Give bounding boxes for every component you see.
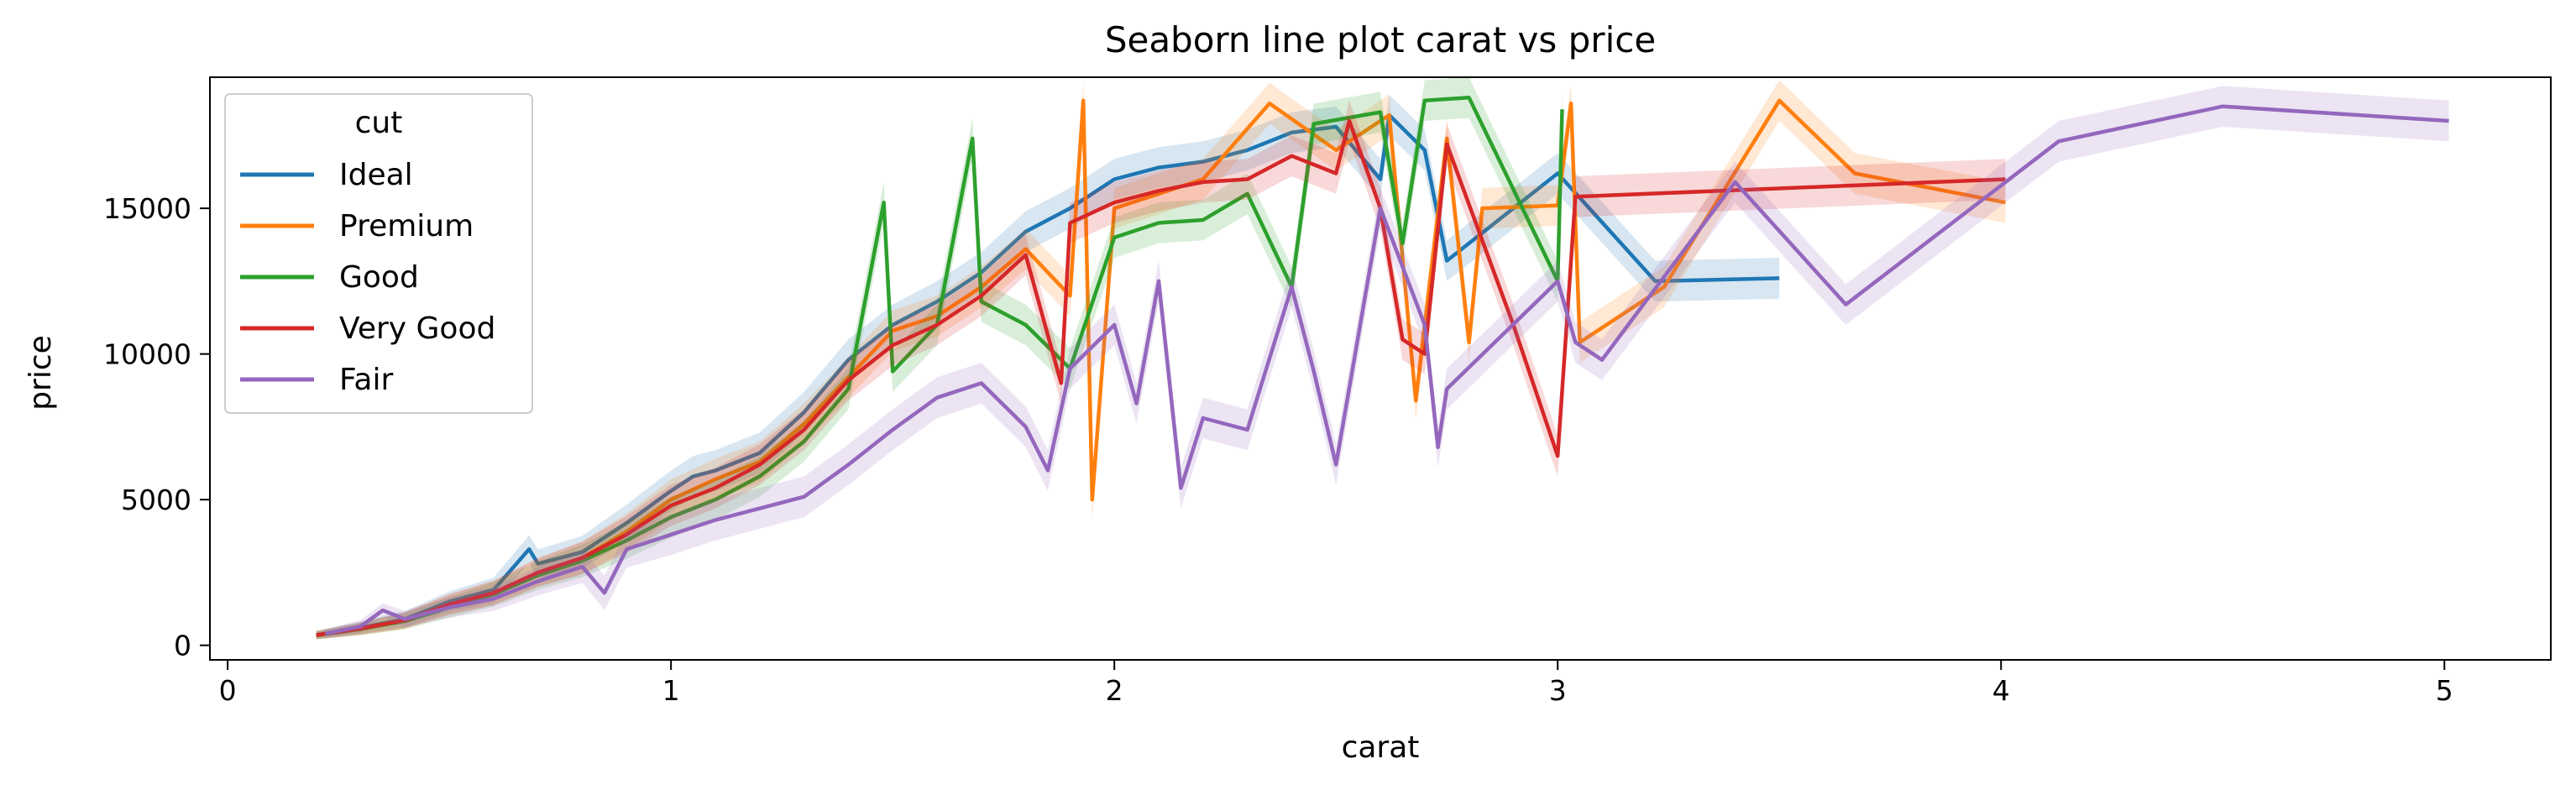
y-tick-label: 0 bbox=[174, 630, 191, 662]
y-tick-label: 15000 bbox=[103, 192, 191, 225]
y-axis: 0 5000 10000 15000 bbox=[103, 192, 210, 662]
series-line-good bbox=[316, 96, 1564, 638]
chart-title: Seaborn line plot carat vs price bbox=[1105, 19, 1656, 60]
confidence-band-good bbox=[316, 77, 1563, 640]
legend-label-premium: Premium bbox=[339, 209, 474, 243]
x-tick-label: 0 bbox=[219, 674, 237, 707]
legend-label-good: Good bbox=[339, 260, 419, 295]
legend: cut Ideal Premium Good Very Good Fair bbox=[224, 93, 533, 414]
y-axis-label: price bbox=[24, 335, 58, 411]
x-tick-label: 5 bbox=[2436, 674, 2453, 707]
x-tick-label: 1 bbox=[662, 674, 680, 707]
plot-frame bbox=[209, 76, 2552, 661]
x-axis: 0 1 2 3 4 5 bbox=[219, 660, 2453, 707]
x-tick-label: 4 bbox=[1992, 674, 2010, 707]
legend-label-fair: Fair bbox=[339, 363, 393, 397]
x-axis-label: carat bbox=[1342, 730, 1420, 765]
x-tick-label: 3 bbox=[1549, 674, 1567, 707]
series-line-fair bbox=[324, 104, 2449, 636]
legend-title: cut bbox=[355, 106, 403, 140]
y-tick-label: 10000 bbox=[103, 338, 191, 371]
legend-label-very-good: Very Good bbox=[339, 311, 495, 346]
legend-label-ideal: Ideal bbox=[339, 158, 413, 192]
y-tick-label: 5000 bbox=[121, 484, 191, 516]
x-tick-label: 2 bbox=[1106, 674, 1123, 707]
series-line-very-good bbox=[316, 118, 2006, 637]
confidence-band-very-good bbox=[316, 100, 2006, 640]
plot-area bbox=[316, 77, 2449, 640]
